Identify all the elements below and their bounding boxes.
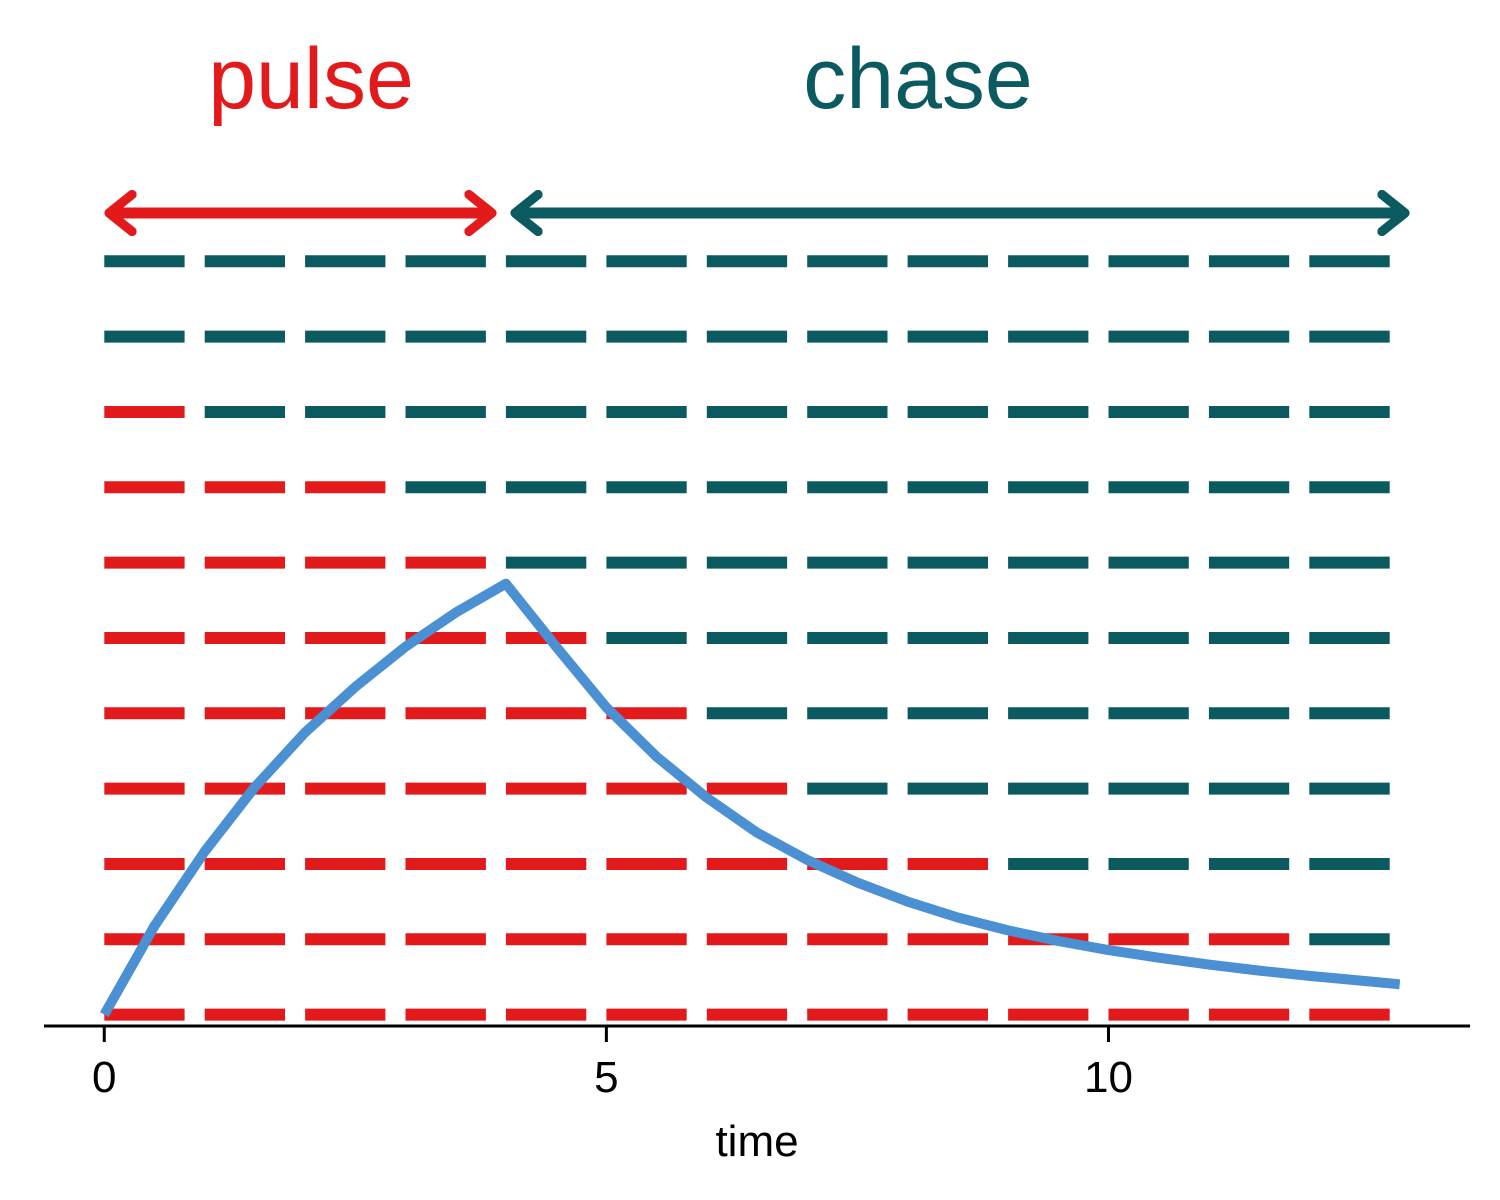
x-tick-label: 0 bbox=[92, 1053, 116, 1102]
x-tick-label: 5 bbox=[594, 1053, 618, 1102]
x-axis-ticks: 0 5 10 bbox=[92, 1026, 1133, 1102]
chase-label: chase bbox=[803, 31, 1033, 127]
concentration-curve bbox=[99, 578, 1401, 1018]
x-tick-label: 10 bbox=[1084, 1053, 1133, 1102]
pulse-label: pulse bbox=[208, 31, 414, 127]
x-axis-label: time bbox=[715, 1117, 798, 1166]
dashed-levels bbox=[104, 255, 1390, 1021]
